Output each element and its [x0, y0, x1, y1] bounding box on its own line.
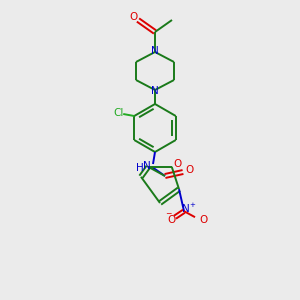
Text: Cl: Cl [113, 108, 123, 118]
Text: N: N [151, 86, 159, 96]
Text: O: O [185, 165, 193, 175]
Text: O: O [174, 159, 182, 169]
Text: N: N [151, 46, 159, 56]
Text: N: N [182, 204, 190, 214]
Text: N: N [143, 161, 151, 171]
Text: O: O [129, 12, 137, 22]
Text: H: H [136, 163, 144, 173]
Text: O: O [199, 215, 207, 225]
Text: +: + [189, 202, 195, 208]
Text: −: − [165, 209, 171, 218]
Text: O: O [167, 215, 175, 225]
